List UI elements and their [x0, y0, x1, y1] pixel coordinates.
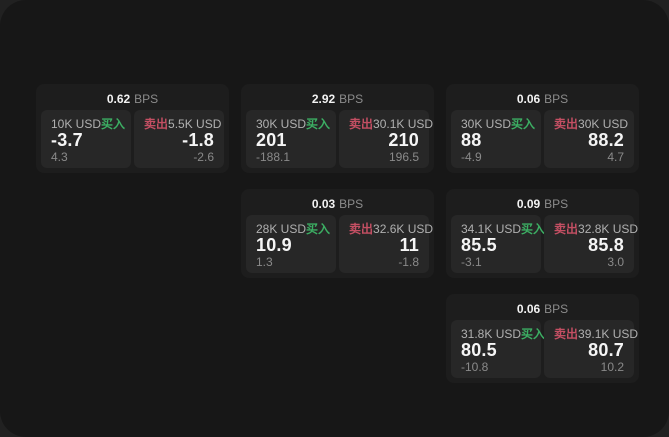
- bps-unit: BPS: [544, 91, 569, 106]
- sell-price: 11: [399, 235, 419, 255]
- quote-card: 0.06 BPS 30K USD 买入 88 -4.9 卖出 30K USD: [446, 84, 639, 173]
- buy-panel[interactable]: 10K USD 买入 -3.7 4.3: [41, 110, 131, 168]
- sell-delta: 3.0: [607, 255, 624, 269]
- buy-delta: -4.9: [461, 150, 482, 164]
- sell-price: 210: [388, 130, 419, 150]
- buy-sell-panels: 30K USD 买入 201 -188.1 卖出 30.1K USD 210 1…: [246, 110, 433, 168]
- buy-panel[interactable]: 31.8K USD 买入 80.5 -10.8: [451, 320, 545, 378]
- sell-delta: 4.7: [607, 150, 624, 164]
- quote-cards-grid: 0.62 BPS 10K USD 买入 -3.7 4.3 卖出 5.5K USD: [36, 84, 639, 383]
- quote-card: 2.92 BPS 30K USD 买入 201 -188.1 卖出 30.1K …: [241, 84, 434, 173]
- bps-value: 0.06: [516, 91, 541, 106]
- sell-amount: 32.8K USD: [578, 222, 639, 236]
- buy-amount: 10K USD: [51, 117, 102, 131]
- sell-amount: 30K USD: [578, 117, 629, 131]
- sell-panel[interactable]: 卖出 32.8K USD 85.8 3.0: [544, 215, 638, 273]
- buy-label: 买入: [101, 117, 126, 131]
- buy-delta: 4.3: [51, 150, 68, 164]
- buy-price: 10.9: [256, 235, 292, 255]
- buy-label: 买入: [521, 327, 546, 341]
- buy-delta: 1.3: [256, 255, 273, 269]
- sell-label: 卖出: [144, 117, 169, 131]
- sell-price: 85.8: [588, 235, 624, 255]
- sell-panel[interactable]: 卖出 30K USD 88.2 4.7: [544, 110, 634, 168]
- buy-price: 85.5: [461, 235, 497, 255]
- sell-label: 卖出: [349, 222, 374, 236]
- sell-price: -1.8: [182, 130, 214, 150]
- buy-sell-panels: 31.8K USD 买入 80.5 -10.8 卖出 39.1K USD 80.…: [451, 320, 638, 378]
- buy-panel[interactable]: 28K USD 买入 10.9 1.3: [246, 215, 336, 273]
- buy-sell-panels: 34.1K USD 买入 85.5 -3.1 卖出 32.8K USD 85.8…: [451, 215, 638, 273]
- buy-price: -3.7: [51, 130, 83, 150]
- bps-value: 0.62: [106, 91, 131, 106]
- buy-panel[interactable]: 30K USD 买入 201 -188.1: [246, 110, 336, 168]
- sell-label: 卖出: [554, 117, 579, 131]
- buy-panel[interactable]: 34.1K USD 买入 85.5 -3.1: [451, 215, 545, 273]
- sell-delta: 10.2: [600, 360, 624, 374]
- bps-value: 0.03: [311, 196, 336, 211]
- sell-label: 卖出: [349, 117, 374, 131]
- card-header: 0.09 BPS: [451, 195, 634, 212]
- sell-price: 88.2: [588, 130, 624, 150]
- bps-unit: BPS: [339, 196, 364, 211]
- buy-label: 买入: [511, 117, 536, 131]
- card-header: 0.06 BPS: [451, 300, 634, 317]
- buy-amount: 30K USD: [256, 117, 307, 131]
- card-header: 0.06 BPS: [451, 90, 634, 107]
- sell-amount: 30.1K USD: [373, 117, 434, 131]
- buy-amount: 34.1K USD: [461, 222, 522, 236]
- buy-label: 买入: [306, 117, 331, 131]
- buy-label: 买入: [306, 222, 331, 236]
- quote-card: 0.03 BPS 28K USD 买入 10.9 1.3 卖出 32.6K US…: [241, 189, 434, 278]
- bps-value: 0.09: [516, 196, 541, 211]
- buy-label: 买入: [521, 222, 546, 236]
- sell-amount: 39.1K USD: [578, 327, 639, 341]
- buy-delta: -188.1: [256, 150, 291, 164]
- buy-amount: 28K USD: [256, 222, 307, 236]
- sell-delta: 196.5: [388, 150, 419, 164]
- card-header: 0.03 BPS: [246, 195, 429, 212]
- buy-amount: 31.8K USD: [461, 327, 522, 341]
- sell-panel[interactable]: 卖出 5.5K USD -1.8 -2.6: [134, 110, 224, 168]
- buy-amount: 30K USD: [461, 117, 512, 131]
- bps-unit: BPS: [339, 91, 364, 106]
- sell-price: 80.7: [588, 340, 624, 360]
- quote-card: 0.62 BPS 10K USD 买入 -3.7 4.3 卖出 5.5K USD: [36, 84, 229, 173]
- quote-card: 0.09 BPS 34.1K USD 买入 85.5 -3.1 卖出 32.8K…: [446, 189, 639, 278]
- bps-unit: BPS: [544, 196, 569, 211]
- bps-value: 2.92: [311, 91, 336, 106]
- buy-price: 88: [461, 130, 482, 150]
- sell-amount: 32.6K USD: [373, 222, 434, 236]
- bps-value: 0.06: [516, 301, 541, 316]
- buy-sell-panels: 10K USD 买入 -3.7 4.3 卖出 5.5K USD -1.8 -2.…: [41, 110, 224, 168]
- bps-unit: BPS: [544, 301, 569, 316]
- quote-card: 0.06 BPS 31.8K USD 买入 80.5 -10.8 卖出 39.1…: [446, 294, 639, 383]
- buy-delta: -10.8: [461, 360, 489, 374]
- sell-delta: -1.8: [398, 255, 419, 269]
- buy-price: 80.5: [461, 340, 497, 360]
- sell-label: 卖出: [554, 222, 579, 236]
- buy-panel[interactable]: 30K USD 买入 88 -4.9: [451, 110, 541, 168]
- sell-panel[interactable]: 卖出 30.1K USD 210 196.5: [339, 110, 433, 168]
- card-header: 2.92 BPS: [246, 90, 429, 107]
- sell-delta: -2.6: [193, 150, 214, 164]
- buy-price: 201: [256, 130, 287, 150]
- buy-sell-panels: 28K USD 买入 10.9 1.3 卖出 32.6K USD 11 -1.8: [246, 215, 433, 273]
- sell-label: 卖出: [554, 327, 579, 341]
- bps-unit: BPS: [134, 91, 159, 106]
- sell-panel[interactable]: 卖出 32.6K USD 11 -1.8: [339, 215, 433, 273]
- sell-amount: 5.5K USD: [168, 117, 222, 131]
- sell-panel[interactable]: 卖出 39.1K USD 80.7 10.2: [544, 320, 638, 378]
- buy-sell-panels: 30K USD 买入 88 -4.9 卖出 30K USD 88.2 4.7: [451, 110, 634, 168]
- buy-delta: -3.1: [461, 255, 482, 269]
- card-header: 0.62 BPS: [41, 90, 224, 107]
